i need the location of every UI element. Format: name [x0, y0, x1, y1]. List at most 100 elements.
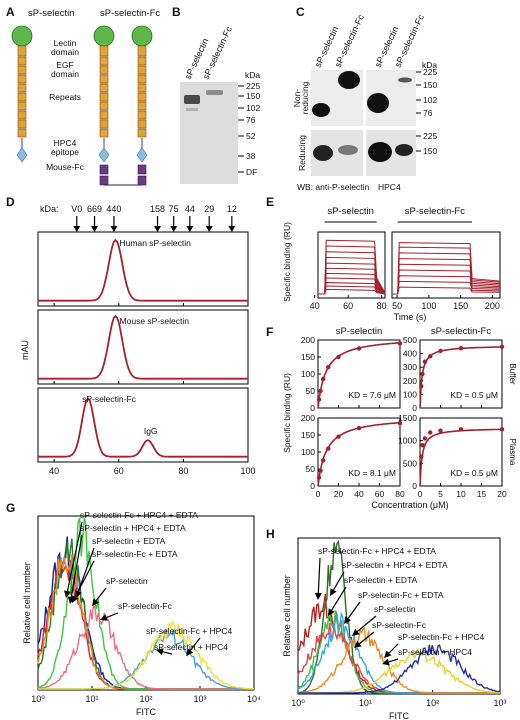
arrow-head [110, 226, 118, 232]
repeat-domain [99, 92, 109, 102]
x-tick-label: 40 [354, 489, 364, 499]
chromatogram-trace [38, 314, 248, 380]
label-arrow [382, 658, 399, 666]
trace-label: Mouse sP-selectin [120, 316, 190, 326]
plot-frame [297, 537, 501, 695]
kd-label: KD = 8.1 μM [348, 468, 396, 478]
sensorgram-trace [392, 263, 501, 295]
x-axis-label: FITC [136, 707, 156, 717]
data-point [336, 434, 341, 439]
data-point [356, 346, 362, 351]
x-tick-label: 100 [421, 301, 436, 311]
series-label: sP-selectin-Fc [118, 601, 173, 611]
arrow-shaft [359, 631, 375, 645]
marker-label: 76 [246, 115, 256, 125]
blot-band [398, 77, 412, 83]
data-point [422, 359, 428, 364]
repeat-domain [99, 74, 109, 84]
marker-label: DF [246, 167, 257, 177]
chromatogram-trace [38, 397, 248, 458]
domain-label: domain [51, 69, 79, 79]
schematic-title: sP-selectin [28, 8, 74, 19]
label-arrow [156, 648, 173, 656]
arrow-head [384, 650, 392, 658]
label-arrow [354, 631, 375, 648]
y-tick-label: 0 [412, 403, 417, 413]
data-point [316, 397, 322, 402]
arrow-shaft [77, 547, 95, 592]
y-tick-label: 500 [403, 335, 417, 345]
y-tick-label: 300 [403, 362, 417, 372]
series-label: sP-selectin [106, 576, 148, 586]
label-arrow [328, 586, 347, 616]
series-label: sP-selectin + HPC4 + EDTA [80, 523, 186, 533]
x-tick-label: 80 [395, 489, 405, 499]
repeat-domain [17, 119, 27, 129]
series-label: sP-selectin [374, 604, 416, 614]
arrow-head [352, 628, 360, 636]
standard-arrow [110, 216, 118, 232]
arrow-head [186, 648, 194, 656]
y-tick-label: 100 [403, 389, 417, 399]
x-tick-label: 0 [418, 489, 423, 499]
data-point [356, 426, 362, 431]
blot-band [395, 144, 413, 156]
x-tick-label: 10³ [193, 694, 206, 704]
hpc4-epitope [98, 147, 110, 163]
egf-domain [99, 45, 109, 57]
repeat-domain [17, 74, 27, 84]
y-tick-label: 1000 [398, 436, 417, 446]
x-tick-label: 80 [178, 466, 188, 476]
y-tick-label: 100 [301, 369, 315, 379]
data-point [318, 468, 323, 473]
data-point [397, 420, 403, 426]
x-tick-label: 100 [240, 466, 255, 476]
lane-label: sP-selectin-Fc [333, 12, 366, 68]
kda-header: kDa [422, 60, 437, 70]
standard-arrow [91, 216, 99, 232]
arrow-head [344, 616, 351, 624]
schematic-title: sP-selectin-Fc [100, 8, 160, 19]
series-label: sP-selectin-Fc [372, 620, 427, 630]
label-arrow [100, 612, 119, 621]
histogram-trace [38, 620, 255, 690]
arrow-head [100, 614, 108, 621]
domain-label: EGF [56, 60, 73, 70]
panel-letter: H [266, 527, 275, 541]
trace-label: sP-selectin-Fc [82, 394, 137, 404]
y-axis-label: mAU [20, 340, 30, 360]
series-label: sP-selectin-Fc + HPC4 [146, 626, 232, 636]
arrow-shaft [66, 521, 83, 592]
marker-label: 225 [246, 81, 260, 91]
arrow-shaft [317, 557, 321, 594]
row-label: Non- [292, 89, 302, 108]
trace-label: Human sP-selectin [120, 238, 192, 248]
wb-label: HPC4 [378, 182, 401, 192]
arrow-shaft [356, 615, 377, 632]
label-arrow [314, 557, 322, 600]
x-tick-label: 10 [456, 489, 466, 499]
y-tick-label: 200 [403, 376, 417, 386]
y-axis-label: Relative cell number [22, 562, 32, 644]
marker-label: 102 [423, 95, 437, 105]
subplot-title: sP-selectin-Fc [431, 326, 491, 337]
data-point [419, 384, 424, 389]
data-point [326, 365, 331, 370]
standard-arrow [154, 216, 162, 232]
sensorgram-trace [318, 288, 386, 295]
x-axis-label: FITC [389, 711, 409, 720]
repeat-domain [137, 74, 147, 84]
x-axis-label: Time (s) [394, 312, 427, 322]
arrow-shaft [95, 587, 107, 601]
arrow-head [382, 658, 390, 666]
y-tick-label: 100 [301, 447, 315, 457]
arrow-head [170, 226, 178, 232]
arrow-head [186, 226, 194, 232]
data-point [318, 388, 323, 394]
blot-band [368, 142, 392, 162]
data-point [438, 428, 443, 433]
x-tick-label: 60 [114, 466, 124, 476]
arrow-head [73, 226, 81, 232]
domain-label: Lectin [54, 38, 77, 48]
